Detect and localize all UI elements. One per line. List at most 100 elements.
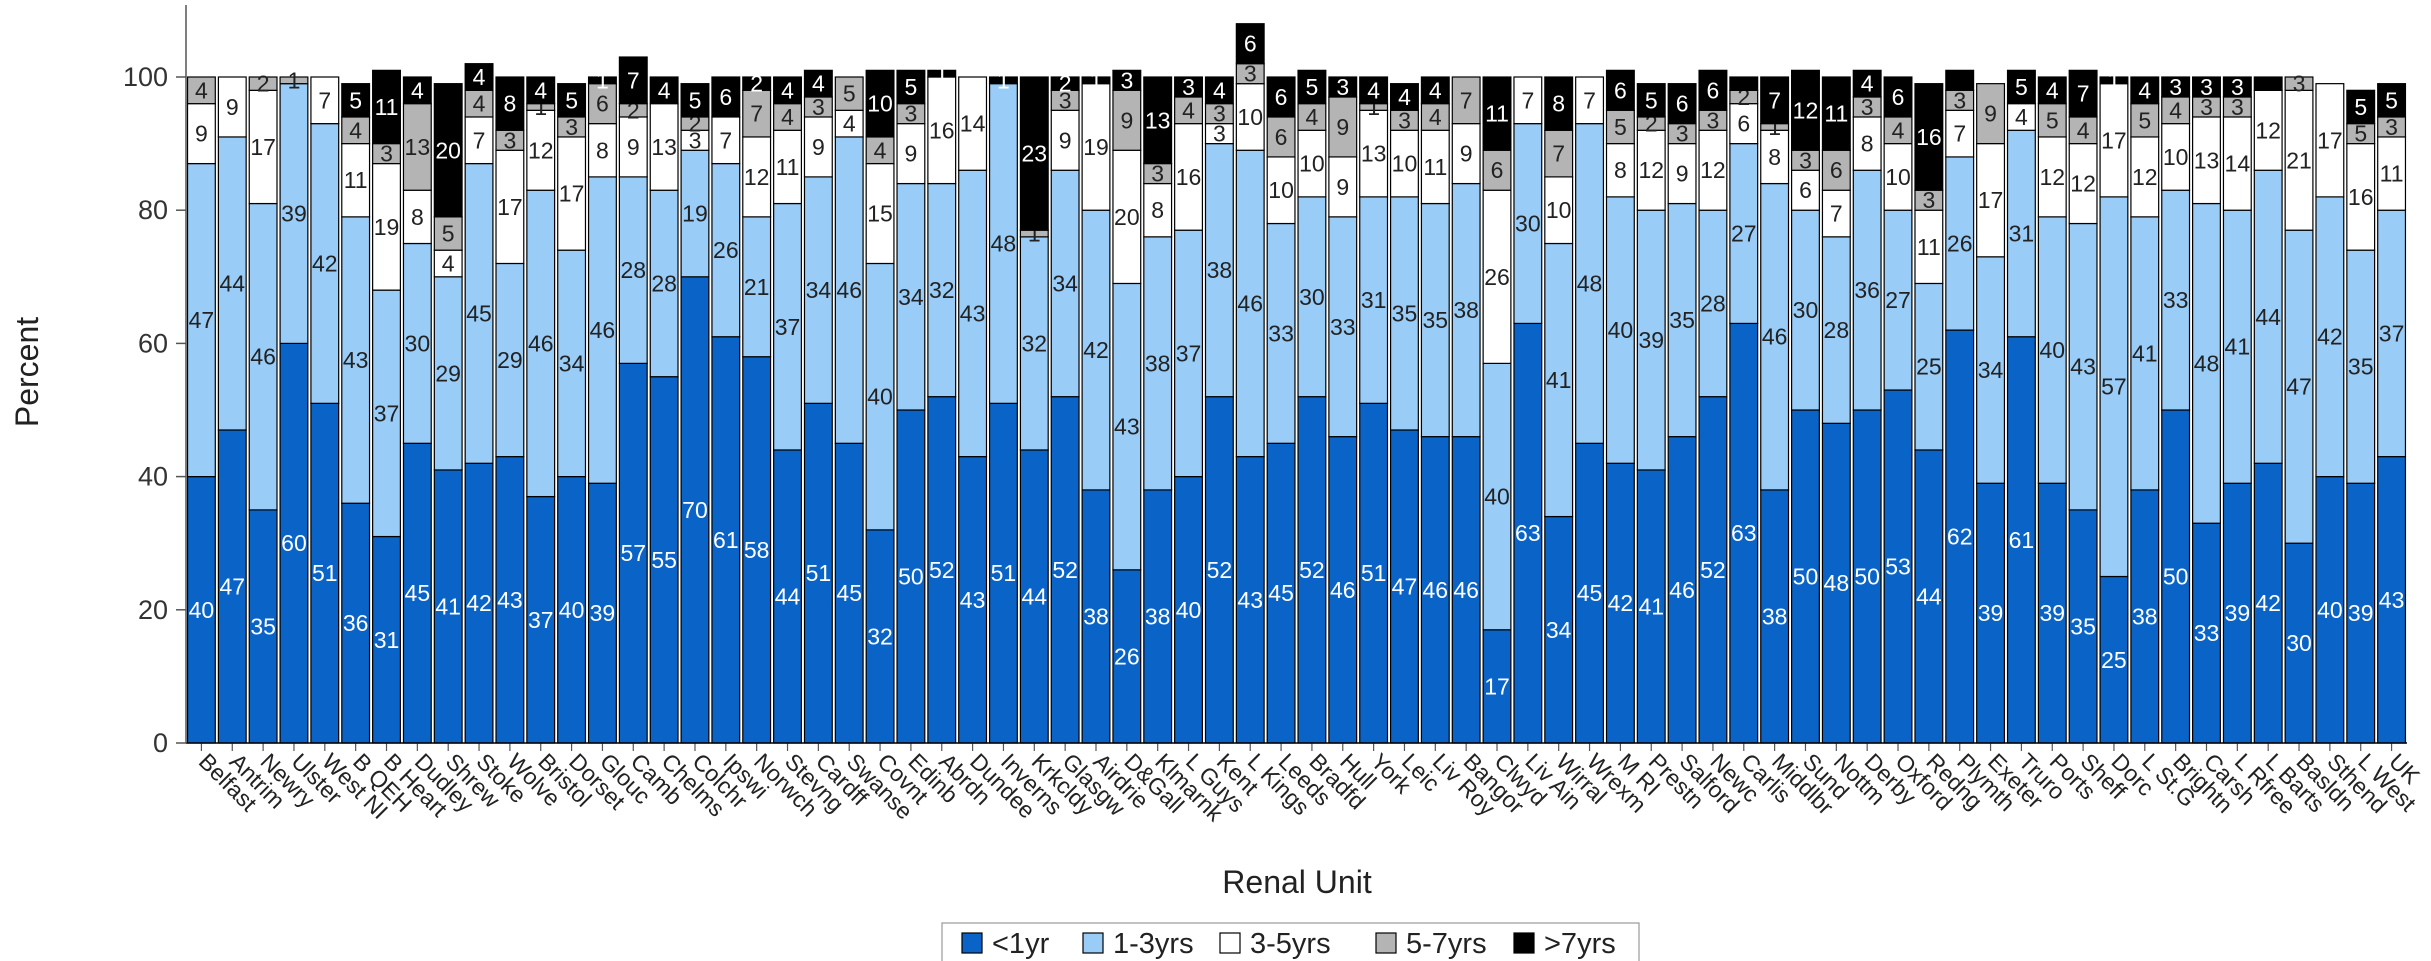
data-label: 45 [1577, 580, 1603, 606]
data-label: 45 [1268, 580, 1294, 606]
bar-segment [1019, 76, 1049, 231]
data-label: 44 [1916, 583, 1942, 609]
bar-segment [1204, 76, 1234, 105]
bar-segment [2037, 136, 2067, 218]
bar-stack: 35 46 17 2 [248, 71, 278, 744]
bar-stack: 39 46 8 61 [587, 67, 617, 744]
bar-segment [988, 76, 1018, 85]
bar-stack: 58 21 12 7 2 [742, 71, 772, 744]
bar-segment [1852, 409, 1882, 744]
data-label: 16 [1916, 124, 1942, 150]
data-label: 33 [1268, 320, 1294, 346]
data-label: 52 [1700, 557, 1726, 583]
data-label: 13 [1361, 141, 1387, 167]
bar-segment [1359, 402, 1389, 744]
bar-segment [587, 76, 617, 85]
bar-stack: 60 39 1 [279, 67, 309, 744]
data-label: 35 [2070, 613, 2096, 639]
data-label: 3 [1707, 107, 1720, 133]
data-label: 21 [2286, 147, 2312, 173]
data-label: 4 [1861, 71, 1874, 97]
bar-segment [1204, 143, 1234, 398]
data-label: 40 [1176, 597, 1202, 623]
bar-segment [1914, 209, 1944, 285]
data-label: 1 [288, 67, 301, 93]
data-label: 61 [713, 527, 739, 553]
data-label: 10 [1546, 197, 1572, 223]
bar-segment [557, 476, 587, 744]
data-label: 30 [2286, 630, 2312, 656]
data-label: 9 [226, 94, 239, 120]
bar-stack: 41 29 4 5 20 [433, 83, 463, 744]
data-label: 45 [466, 300, 492, 326]
bar-stack: 52 32 16 1 [927, 61, 957, 744]
bar-segment [217, 76, 247, 138]
bar-segment [1143, 236, 1173, 491]
bar-segment [2192, 522, 2221, 744]
data-label: 30 [1515, 211, 1541, 237]
data-label: 3 [1213, 101, 1226, 127]
bar-segment [2099, 83, 2129, 198]
data-label: 48 [991, 231, 1017, 257]
data-label: 29 [435, 360, 461, 386]
data-label: 8 [1861, 131, 1874, 157]
data-label: 4 [658, 77, 671, 103]
bar-segment [2068, 222, 2098, 511]
data-label: 4 [781, 104, 794, 130]
bar-segment [1081, 209, 1111, 491]
data-label: 5 [2385, 87, 2398, 113]
data-label: 4 [812, 71, 825, 97]
bar-segment [1420, 103, 1450, 131]
bar-segment [1729, 103, 1759, 145]
data-label: 48 [1577, 270, 1603, 296]
data-label: 41 [1638, 593, 1664, 619]
bar-segment [464, 63, 494, 91]
data-label: 35 [1669, 307, 1695, 333]
data-label: 42 [312, 250, 338, 276]
data-label: 32 [1022, 330, 1048, 356]
data-label: 39 [1978, 600, 2004, 626]
bar-stack: 43 46 10 3 6 [1235, 23, 1265, 744]
data-label: 51 [806, 560, 832, 586]
bar-segment [1328, 436, 1358, 744]
bar-stack: 32 40 15 4 10 [865, 69, 895, 744]
bar-segment [2253, 76, 2283, 91]
bar-segment [1883, 116, 1913, 145]
bar-segment [1698, 209, 1728, 398]
data-label: 31 [1361, 287, 1387, 313]
bar-segment [372, 535, 401, 744]
bar-segment [1636, 83, 1666, 118]
data-label: 30 [1299, 284, 1325, 310]
data-label: 30 [405, 330, 431, 356]
data-label: 17 [497, 194, 523, 220]
data-label: 35 [1392, 300, 1418, 326]
bar-stack: 48 28 7 6 11 [1821, 76, 1851, 744]
data-label: 37 [775, 314, 801, 340]
bar-segment [1575, 123, 1605, 444]
bar-segment [1019, 449, 1049, 744]
bar-segment [958, 456, 988, 744]
bar-segment [1698, 69, 1728, 111]
data-label: 5 [1614, 114, 1627, 140]
data-label: 43 [1237, 587, 1263, 613]
data-label: 4 [195, 77, 208, 103]
data-label: 12 [1638, 157, 1664, 183]
bar-stack: 45 48 7 [1575, 76, 1605, 744]
bar-segment [1081, 76, 1111, 85]
bar-segment [618, 176, 648, 364]
data-label: 9 [1984, 101, 1997, 127]
data-label: 26 [1114, 643, 1140, 669]
bar-stack: 39 40 12 5 4 [2037, 76, 2067, 744]
bar-segment [186, 103, 216, 165]
bar-segment [2192, 76, 2221, 98]
data-label: 4 [1398, 84, 1411, 110]
data-label: 13 [1145, 107, 1171, 133]
bar-segment [1760, 489, 1790, 744]
bar-segment [1112, 569, 1142, 744]
data-label: 3 [1799, 147, 1812, 173]
bar-segment [1852, 116, 1882, 171]
bar-segment [2130, 489, 2160, 744]
data-label: 43 [497, 587, 523, 613]
